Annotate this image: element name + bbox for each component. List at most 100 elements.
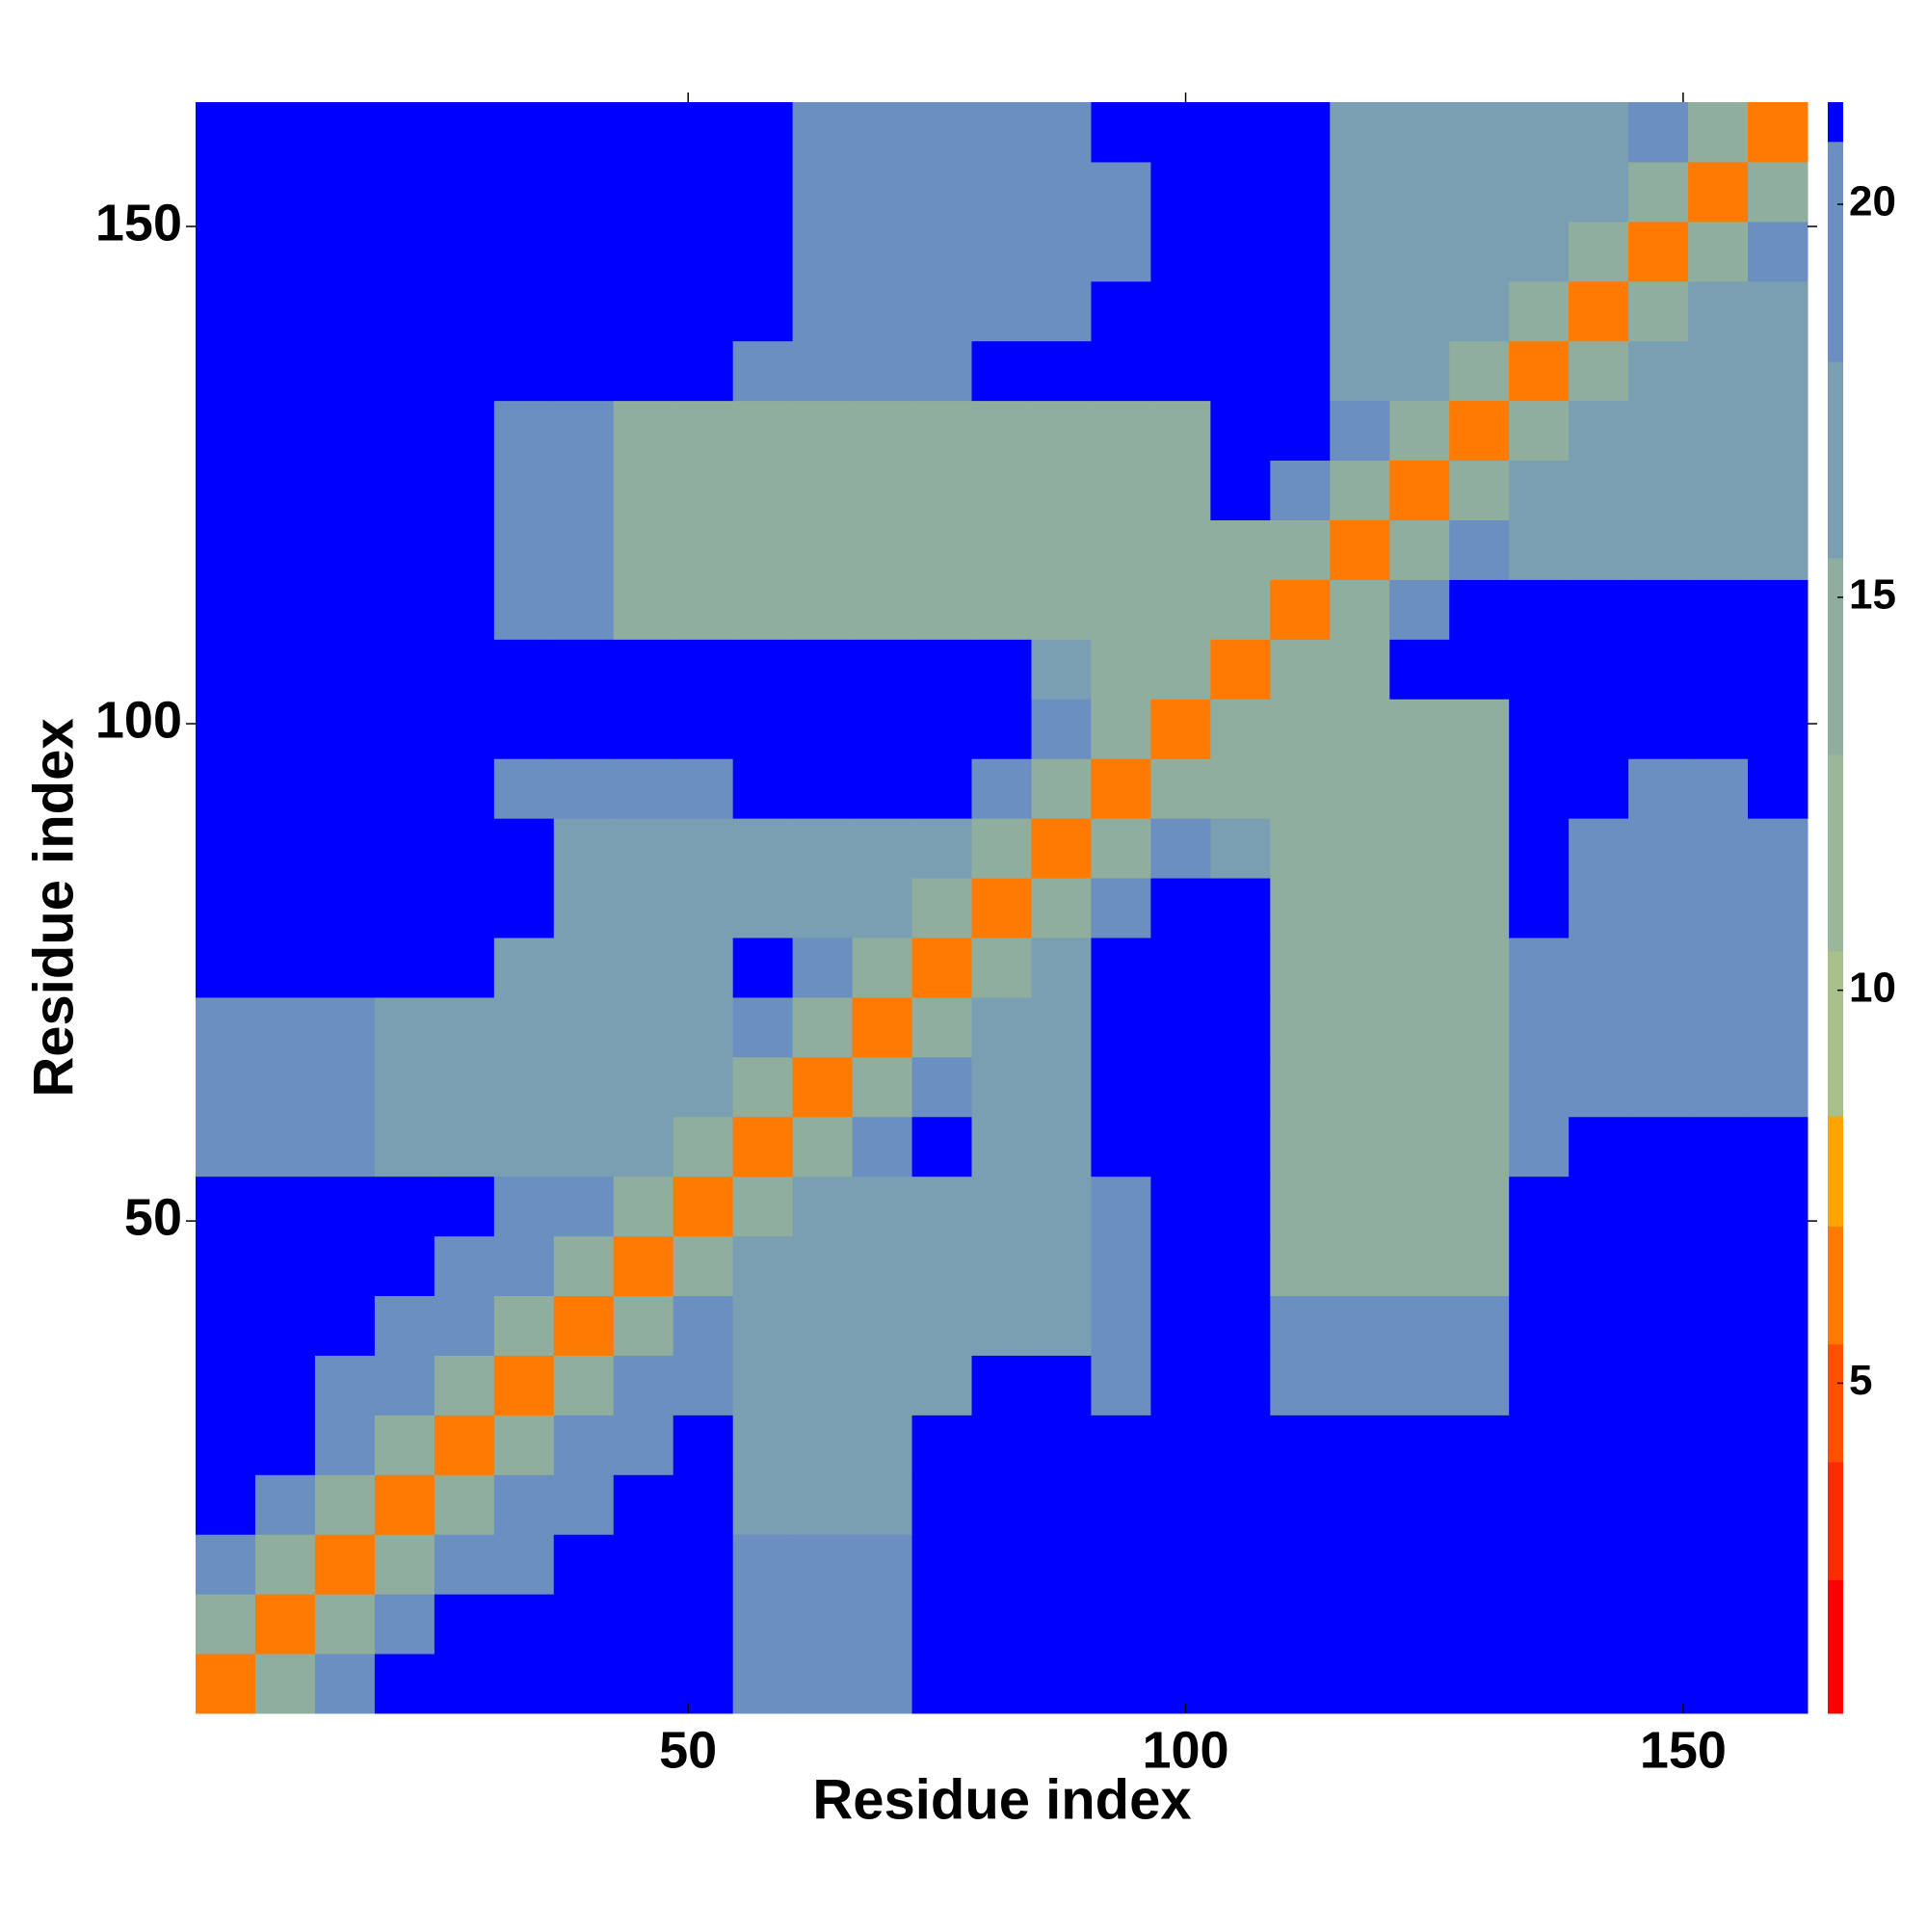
heatmap-cell [1688,818,1749,879]
heatmap-cell [1569,996,1629,1058]
heatmap-cell [792,340,854,402]
heatmap-cell [971,340,1032,402]
heatmap-cell [1270,1594,1331,1654]
heatmap-cell [1509,758,1570,819]
heatmap-cell [1688,699,1749,759]
heatmap-cell [613,1056,674,1118]
heatmap-cell [1509,280,1570,342]
heatmap-cell [971,1355,1032,1416]
heatmap-cell [1569,161,1629,223]
heatmap-cell [1330,699,1390,759]
heatmap-cell [1509,1474,1570,1535]
heatmap-cell [1389,221,1450,282]
heatmap-cell [314,1056,376,1118]
heatmap-cell [1031,1594,1092,1654]
heatmap-cell [434,1474,495,1535]
heatmap-cell [434,340,495,402]
heatmap-cell [254,102,316,163]
y-tick-label: 100 [95,691,182,749]
heatmap-cell [1330,1355,1390,1416]
heatmap-cell [314,579,376,640]
heatmap-cell [254,1056,316,1118]
heatmap-cell [1449,1056,1510,1118]
heatmap-cell [1150,878,1211,939]
heatmap-cell [254,340,316,402]
heatmap-cell [613,937,674,998]
heatmap-cell [1628,1176,1689,1237]
heatmap-cell [1031,1116,1092,1178]
heatmap-cell [1330,937,1390,998]
heatmap-cell [1628,1116,1689,1178]
heatmap-cell [1091,699,1151,759]
heatmap-cell [1210,221,1271,282]
heatmap-cell [1449,460,1510,520]
heatmap-cell [1210,878,1271,939]
heatmap-cell [1389,878,1450,939]
heatmap-cell [1150,1176,1211,1237]
heatmap-cell [553,1355,615,1416]
heatmap-cell [493,579,555,640]
heatmap-cell [1449,340,1510,402]
heatmap-cell [314,1654,376,1714]
heatmap-cell [673,1295,734,1356]
heatmap-cell [613,280,674,342]
heatmap-cell [1389,161,1450,223]
heatmap-cell [553,1295,615,1356]
heatmap-cell [434,1654,495,1714]
heatmap-cell [732,161,794,223]
heatmap-cell [196,1415,256,1475]
heatmap-cell [1150,1474,1211,1535]
heatmap-cell [1748,1474,1808,1535]
heatmap-cell [673,1235,734,1297]
heatmap-cell [196,340,256,402]
heatmap-cell [196,1056,256,1118]
heatmap-cell [732,1474,794,1535]
heatmap-cell [1150,1355,1211,1416]
heatmap-cell [732,639,794,700]
heatmap-cell [673,1176,734,1237]
heatmap-cell [1628,1056,1689,1118]
heatmap-cell [196,519,256,580]
heatmap-cell [792,1654,854,1714]
heatmap-cell [971,1176,1032,1237]
heatmap-cell [553,639,615,700]
heatmap-cell [1091,1474,1151,1535]
heatmap-cell [852,1056,913,1118]
heatmap-cell [613,1176,674,1237]
heatmap-cell [673,937,734,998]
heatmap-cell [1031,1534,1092,1595]
heatmap-cell [314,1295,376,1356]
heatmap-cell [1270,400,1331,462]
heatmap-cell [1449,878,1510,939]
heatmap-cell [1150,221,1211,282]
heatmap-cell [434,1295,495,1356]
heatmap-cell [911,1176,973,1237]
heatmap-cell [553,937,615,998]
heatmap-cell [374,102,436,163]
heatmap-cell [1628,758,1689,819]
heatmap-cell [493,400,555,462]
heatmap-cell [1150,280,1211,342]
heatmap-cell [1031,102,1092,163]
heatmap-cell [1389,1355,1450,1416]
heatmap-cell [1628,1474,1689,1535]
heatmap-cell [1150,758,1211,819]
heatmap-cell [1091,1116,1151,1178]
heatmap-cell [971,1235,1032,1297]
heatmap-cell [1509,937,1570,998]
heatmap-cell [1031,818,1092,879]
heatmap-cell [911,639,973,700]
heatmap-cell [314,937,376,998]
heatmap-cell [1748,400,1808,462]
heatmap-cell [613,1355,674,1416]
heatmap-cell [852,758,913,819]
heatmap-cell [314,161,376,223]
colorbar-segment [1828,1462,1843,1580]
heatmap-cell [732,1415,794,1475]
heatmap-cell [732,400,794,462]
heatmap-cell [553,996,615,1058]
heatmap-cell [196,699,256,759]
heatmap-cell [732,1176,794,1237]
heatmap-cell [1569,280,1629,342]
heatmap-cell [1569,758,1629,819]
